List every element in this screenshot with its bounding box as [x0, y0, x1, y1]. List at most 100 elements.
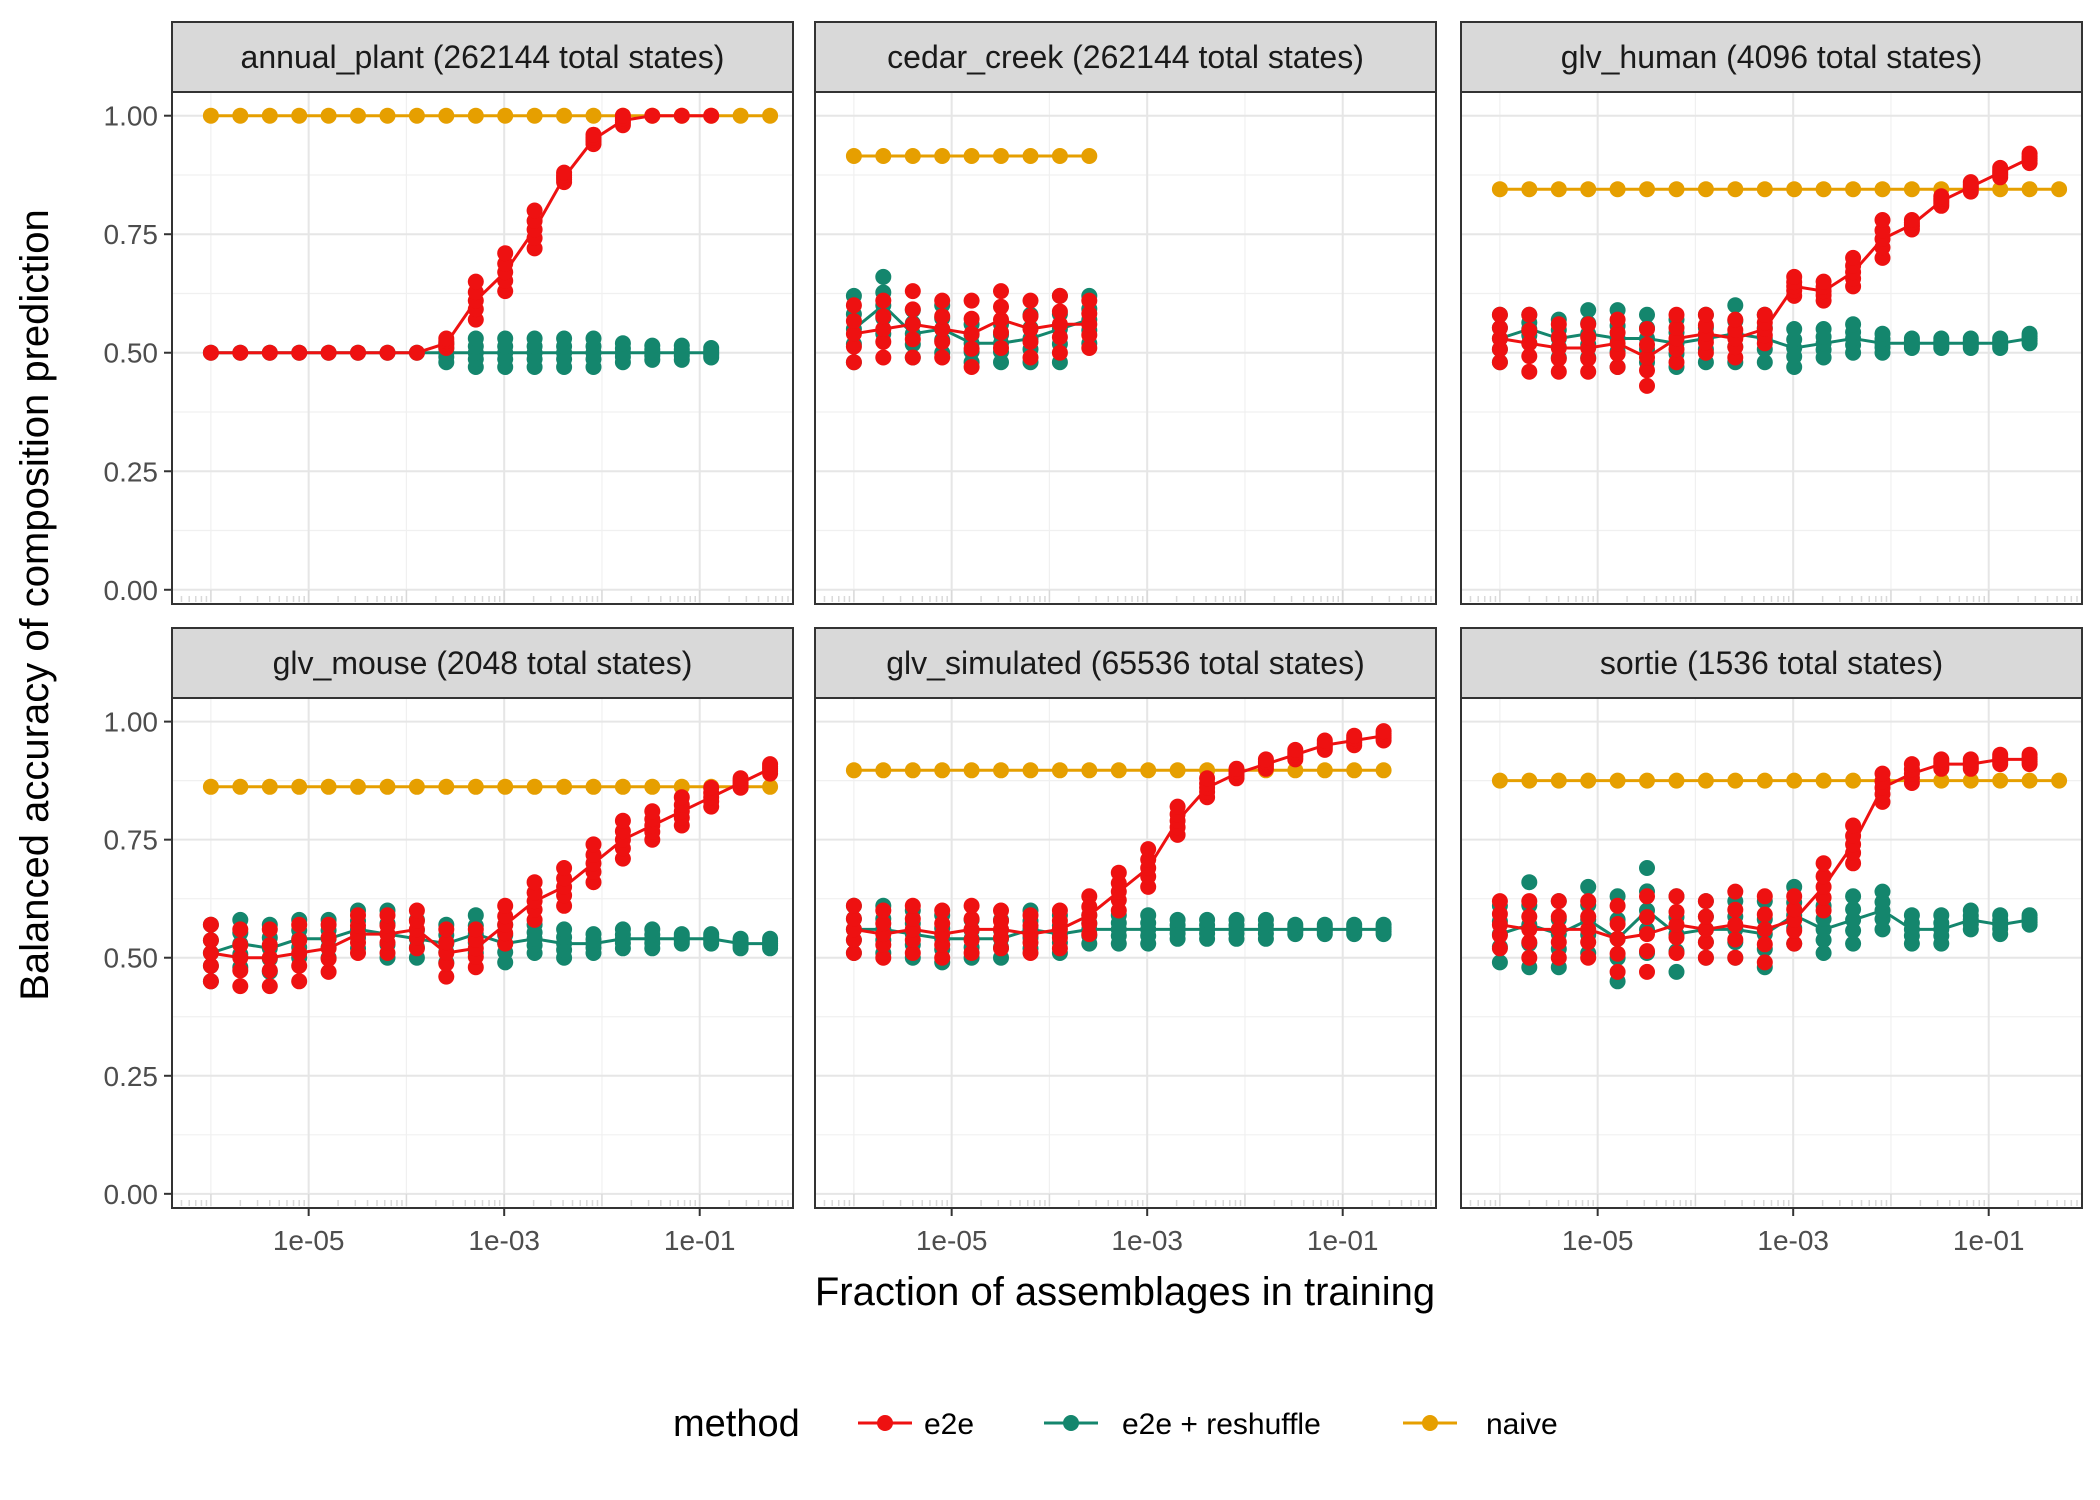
data-point-e2e — [1521, 921, 1538, 938]
data-point-e2e — [1668, 903, 1685, 920]
data-point-e2e-reshuffle — [1992, 907, 2009, 924]
facet-title: annual_plant (262144 total states) — [241, 39, 725, 75]
series-naive — [845, 148, 1098, 164]
data-point-naive — [1639, 181, 1655, 198]
data-point-e2e — [350, 344, 366, 361]
data-point-naive — [963, 762, 980, 779]
data-point-naive — [934, 148, 951, 164]
data-point-naive — [1081, 762, 1098, 779]
data-point-e2e — [644, 803, 661, 820]
data-point-e2e — [1609, 311, 1626, 328]
data-point-naive — [467, 778, 484, 795]
data-point-naive — [1110, 762, 1127, 779]
y-tick-label: 1.00 — [104, 101, 159, 132]
legend: method e2e e2e + reshuffle naive — [673, 1403, 1558, 1445]
x-tick-label: 1e-03 — [468, 1225, 540, 1256]
data-point-e2e — [1491, 306, 1508, 323]
data-point-e2e-reshuffle — [467, 907, 484, 924]
data-point-e2e — [904, 283, 921, 300]
data-point-e2e-reshuffle — [732, 930, 749, 947]
facet-strip — [171, 627, 794, 699]
data-point-naive — [408, 778, 425, 795]
data-point-e2e — [1081, 340, 1098, 356]
data-point-naive — [934, 762, 951, 779]
data-point-e2e — [291, 957, 308, 974]
data-point-e2e — [703, 107, 720, 124]
data-point-e2e — [1609, 945, 1626, 962]
data-point-e2e — [1346, 727, 1363, 744]
series-e2e — [202, 107, 720, 361]
legend-key-reshuffle-point — [1063, 1415, 1079, 1431]
data-point-naive — [1491, 772, 1508, 789]
y-tick-label: 0.25 — [104, 1061, 159, 1092]
data-point-e2e-reshuffle — [1903, 330, 1920, 347]
data-point-e2e-reshuffle — [644, 337, 661, 354]
data-point-e2e — [614, 107, 631, 124]
x-tick-label: 1e-01 — [1953, 1225, 2025, 1256]
data-point-e2e-reshuffle — [1140, 907, 1157, 924]
data-point-naive — [1169, 762, 1186, 779]
x-tick-label: 1e-03 — [1757, 1225, 1829, 1256]
data-point-e2e-reshuffle — [673, 337, 690, 354]
data-point-e2e — [1933, 188, 1950, 205]
data-point-e2e — [1962, 174, 1979, 191]
data-point-e2e — [1668, 306, 1685, 323]
data-point-e2e — [703, 779, 720, 796]
data-point-e2e — [408, 344, 425, 361]
data-point-e2e-reshuffle — [614, 921, 631, 938]
data-point-e2e — [904, 316, 921, 333]
data-point-e2e — [875, 333, 892, 350]
data-point-naive — [1756, 772, 1773, 789]
data-point-e2e — [1550, 934, 1567, 951]
data-point-e2e — [1609, 359, 1626, 375]
data-point-naive — [1316, 762, 1333, 779]
data-point-e2e — [1609, 324, 1626, 341]
data-point-e2e-reshuffle — [497, 330, 514, 347]
data-point-e2e — [350, 907, 366, 924]
data-point-e2e — [320, 929, 337, 946]
data-point-e2e — [1550, 908, 1567, 925]
data-point-e2e — [202, 945, 219, 961]
data-point-e2e-reshuffle — [703, 340, 720, 356]
x-tick-label: 1e-05 — [273, 1225, 345, 1256]
data-point-e2e — [2021, 145, 2038, 162]
data-point-naive — [1668, 181, 1685, 198]
data-point-e2e — [1491, 354, 1508, 371]
data-point-e2e — [1609, 916, 1626, 932]
data-point-e2e — [993, 311, 1009, 328]
data-point-e2e — [1051, 303, 1068, 320]
data-point-e2e — [232, 344, 249, 361]
series-e2e — [845, 723, 1392, 966]
data-point-e2e — [261, 949, 278, 966]
data-point-naive — [1727, 772, 1744, 789]
data-point-naive — [291, 107, 308, 124]
data-point-e2e-reshuffle — [1580, 878, 1597, 895]
data-point-e2e — [291, 916, 308, 933]
data-point-naive — [1521, 181, 1538, 198]
data-point-e2e — [320, 344, 337, 361]
data-point-naive — [963, 148, 980, 164]
y-tick-label: 0.50 — [104, 338, 159, 369]
data-point-naive — [350, 778, 366, 795]
data-point-e2e — [1639, 377, 1655, 394]
data-point-e2e — [1786, 901, 1803, 918]
data-point-e2e — [993, 283, 1009, 300]
data-point-e2e — [1609, 897, 1626, 914]
data-point-e2e — [1815, 273, 1832, 290]
data-point-e2e — [904, 301, 921, 318]
data-point-e2e — [320, 963, 337, 980]
data-point-e2e-reshuffle — [1316, 916, 1333, 933]
data-point-e2e-reshuffle — [1874, 325, 1891, 342]
data-point-naive — [526, 778, 543, 795]
data-point-e2e-reshuffle — [1874, 883, 1891, 900]
data-point-naive — [1550, 772, 1567, 789]
data-point-e2e — [904, 910, 921, 927]
data-point-e2e — [232, 937, 249, 953]
facet-strip — [1460, 21, 2083, 93]
data-point-e2e — [291, 932, 308, 949]
data-point-e2e — [1727, 949, 1744, 966]
data-point-e2e-reshuffle — [644, 921, 661, 938]
y-tick-label: 0.00 — [104, 575, 159, 606]
data-point-e2e — [1874, 765, 1891, 782]
data-point-e2e-reshuffle — [1845, 888, 1862, 905]
